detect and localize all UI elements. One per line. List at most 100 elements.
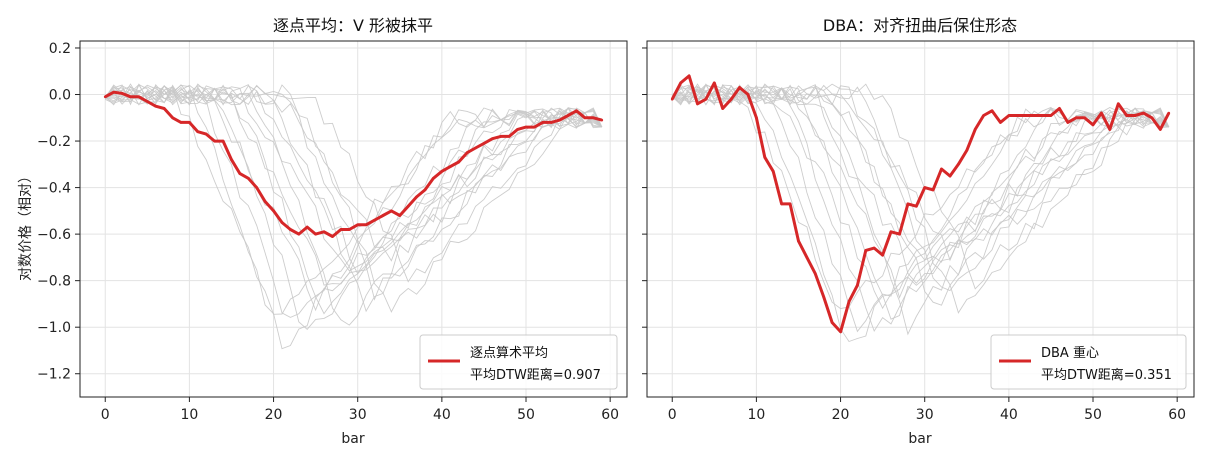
right-series-point bbox=[990, 109, 994, 113]
right-series-point bbox=[1024, 114, 1027, 117]
left-series-point bbox=[541, 121, 545, 124]
right-series-point bbox=[830, 321, 834, 324]
right-series-point bbox=[771, 170, 775, 173]
right-series-point bbox=[687, 74, 691, 78]
right-series-point bbox=[721, 107, 724, 110]
left-background-path bbox=[105, 83, 602, 286]
right-series-point bbox=[788, 202, 792, 206]
left-series-point bbox=[600, 118, 604, 122]
right-legend: DBA 重心 平均DTW距离=0.351 bbox=[990, 334, 1187, 390]
right-background-path bbox=[672, 84, 1170, 320]
left-x-tick-label: 10 bbox=[180, 407, 198, 423]
left-series-point bbox=[406, 204, 410, 208]
left-series-point bbox=[204, 132, 208, 136]
left-y-tick-label: −1.0 bbox=[37, 320, 71, 336]
left-series-point bbox=[390, 209, 393, 213]
right-background-series bbox=[671, 83, 1170, 343]
right-series-point bbox=[898, 232, 901, 236]
left-x-tick-label: 40 bbox=[433, 407, 451, 423]
left-x-tick-label: 20 bbox=[265, 407, 283, 423]
right-series-point bbox=[864, 249, 868, 252]
left-series-point bbox=[322, 230, 326, 234]
left-y-tick-label: −0.2 bbox=[37, 134, 71, 150]
left-y-tick-label: 0.2 bbox=[49, 41, 71, 57]
right-series-point bbox=[797, 239, 800, 243]
left-series-point bbox=[524, 125, 528, 129]
left-series-point bbox=[415, 195, 418, 199]
left-series-point bbox=[348, 228, 351, 231]
left-series-point bbox=[423, 188, 427, 192]
left-series-point bbox=[491, 137, 494, 140]
left-series-point bbox=[592, 116, 595, 120]
right-series-point bbox=[856, 284, 859, 287]
right-series-point bbox=[881, 253, 884, 257]
right-series-point bbox=[847, 300, 851, 303]
left-y-axis-label: 对数价格（相对） bbox=[18, 169, 34, 281]
left-series-point bbox=[440, 170, 444, 173]
left-series-point bbox=[305, 225, 309, 229]
right-x-tick-label: 10 bbox=[747, 407, 765, 423]
left-series-point bbox=[221, 139, 225, 143]
right-series-point bbox=[1117, 102, 1120, 106]
left-background-path bbox=[104, 84, 602, 350]
left-series-point bbox=[213, 139, 216, 143]
right-series-point bbox=[1091, 123, 1095, 127]
left-series-point bbox=[331, 235, 334, 238]
right-x-tick-label: 30 bbox=[916, 407, 934, 423]
left-series-point bbox=[364, 223, 368, 227]
left-series-point bbox=[196, 130, 200, 133]
left-series-point bbox=[154, 104, 157, 108]
right-series-point bbox=[1083, 116, 1086, 120]
right-series-point bbox=[973, 128, 977, 131]
left-background-path bbox=[105, 84, 603, 313]
right-series-point bbox=[1125, 114, 1128, 117]
left-series-point bbox=[499, 135, 503, 138]
right-series-point bbox=[906, 202, 910, 206]
right-series-point bbox=[679, 81, 682, 85]
left-chart-title: 逐点平均：V 形被抹平 bbox=[273, 16, 433, 35]
left-series-point bbox=[263, 200, 267, 203]
right-series-point bbox=[1066, 121, 1070, 124]
left-series-point bbox=[120, 92, 124, 95]
left-series-point bbox=[558, 118, 561, 122]
right-series-point bbox=[763, 156, 767, 159]
left-x-tick-label: 60 bbox=[601, 407, 619, 423]
right-series-point bbox=[957, 163, 960, 166]
left-series-point bbox=[566, 114, 570, 117]
left-series-point bbox=[272, 209, 275, 213]
right-series-point bbox=[1074, 116, 1078, 120]
right-series-point bbox=[670, 97, 674, 101]
right-axes-frame bbox=[646, 40, 1195, 398]
right-series-point bbox=[982, 114, 985, 117]
left-series-point bbox=[137, 95, 141, 99]
right-series-point bbox=[1049, 114, 1053, 117]
right-panel: DBA：对齐扭曲后保住形态 bar 0 10 20 30 40 50 60 DBA 重心 平… bbox=[642, 16, 1195, 447]
right-ticks: 0 10 20 30 40 50 60 bbox=[642, 47, 1186, 423]
left-series-point bbox=[230, 158, 233, 161]
right-series-point bbox=[999, 121, 1002, 124]
right-x-tick-label: 50 bbox=[1084, 407, 1102, 423]
left-background-path bbox=[105, 84, 603, 313]
left-series-point bbox=[112, 90, 115, 94]
left-background-path bbox=[105, 84, 603, 283]
left-series-point bbox=[449, 165, 452, 168]
left-series-point bbox=[146, 100, 149, 103]
left-series-point bbox=[314, 232, 317, 236]
left-y-tick-label: −1.2 bbox=[37, 367, 71, 383]
right-series-point bbox=[889, 230, 893, 234]
right-series-point bbox=[1032, 114, 1036, 117]
right-series-point bbox=[940, 167, 943, 171]
left-series-line bbox=[104, 90, 603, 238]
left-series-point bbox=[373, 218, 376, 222]
left-background-path bbox=[104, 84, 603, 318]
right-series-point bbox=[814, 272, 817, 276]
left-series-point bbox=[188, 121, 191, 124]
left-panel: 逐点平均：V 形被抹平 bar 对数价格（相对） 0 10 20 30 40 50 60 0.… bbox=[18, 16, 628, 447]
right-series-point bbox=[1142, 111, 1145, 115]
left-series-point bbox=[516, 128, 519, 131]
left-y-tick-label: −0.8 bbox=[37, 274, 71, 290]
right-series-point bbox=[965, 149, 969, 152]
left-series-point bbox=[533, 125, 536, 129]
right-background-path bbox=[672, 84, 1170, 262]
